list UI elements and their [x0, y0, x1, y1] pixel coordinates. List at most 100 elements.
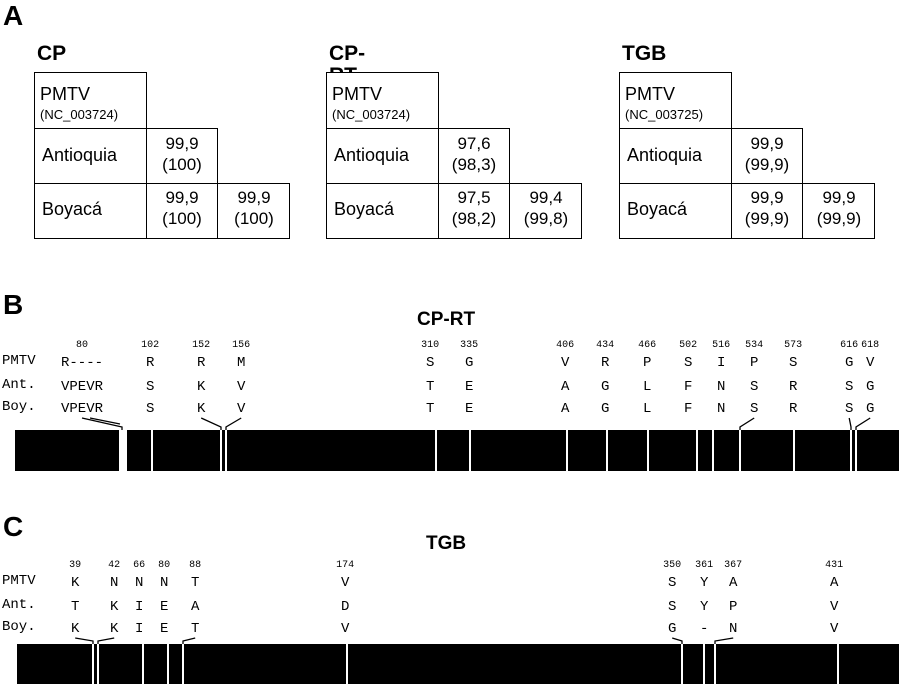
ref-accession: (NC_003724): [40, 107, 119, 122]
sequence-bar: [15, 430, 899, 471]
site-residue-ant: E: [160, 599, 169, 615]
site-residue-pmtv: M: [237, 355, 246, 371]
site-residue-ant: S: [750, 379, 759, 395]
row-label-pmtv: PMTV: [2, 353, 36, 369]
site-residue-ant: A: [191, 599, 200, 615]
site-residue-boy: N: [717, 401, 726, 417]
row-label: Boyacá: [627, 199, 688, 219]
identity-value: 99,4: [529, 188, 563, 207]
site-position: 406: [556, 340, 575, 351]
variant-mark: [167, 644, 169, 684]
site-connector: [714, 637, 734, 644]
site-residue-pmtv: S: [789, 355, 798, 371]
site-connector: [855, 417, 871, 430]
site-residue-pmtv: N: [110, 575, 119, 591]
site-residue-ant: K: [110, 599, 119, 615]
variant-mark: [647, 430, 649, 471]
variant-mark: [681, 644, 683, 684]
site-residue-ant: G: [601, 379, 610, 395]
variant-mark: [435, 430, 437, 471]
site-residue-pmtv: P: [643, 355, 652, 371]
site-residue-ant: Y: [700, 599, 709, 615]
antioquia-cell: [326, 128, 439, 184]
variant-mark: [696, 430, 698, 471]
row-label-boy: Boy.: [2, 399, 36, 415]
row-label-pmtv-tgb: PMTV: [2, 573, 36, 589]
site-position: 156: [232, 340, 251, 351]
variant-mark: [714, 644, 716, 684]
site-residue-pmtv: T: [191, 575, 200, 591]
antioquia-cell: [619, 128, 732, 184]
ref-cell: [34, 72, 147, 129]
identity-value: 99,9: [750, 134, 784, 153]
table-title: CP: [37, 42, 67, 65]
site-residue-ant: S: [146, 379, 155, 395]
site-residue-pmtv: R: [146, 355, 155, 371]
value-cell: [146, 128, 218, 184]
variant-mark: [606, 430, 608, 471]
identity-value-aa: (99,9): [744, 155, 790, 174]
table-title: TGB: [622, 42, 667, 65]
site-position: 39: [69, 560, 82, 571]
sequence-bar: [17, 644, 899, 684]
row-label: Antioquia: [334, 145, 410, 165]
identity-value: 99,9: [822, 188, 856, 207]
identity-value-aa: (100): [162, 209, 202, 228]
value-cell: [217, 183, 290, 239]
site-residue-boy: T: [191, 621, 200, 637]
variant-mark: [220, 430, 222, 471]
ref-name: PMTV: [40, 84, 91, 104]
site-residue-boy: S: [845, 401, 854, 417]
panel-label-a: A: [3, 0, 24, 31]
site-residue-pmtv: S: [426, 355, 435, 371]
site-residue-ant: F: [684, 379, 693, 395]
site-residue-boy: R: [789, 401, 798, 417]
site-residue-boy: I: [135, 621, 144, 637]
variant-mark: [855, 430, 857, 471]
variant-mark: [850, 430, 852, 471]
site-connector: [200, 417, 222, 430]
site-position: 534: [745, 340, 764, 351]
site-position: 573: [784, 340, 803, 351]
variant-mark: [346, 644, 348, 684]
site-position: 502: [679, 340, 698, 351]
site-residue-pmtv: I: [717, 355, 726, 371]
site-residue-boy: L: [643, 401, 652, 417]
site-residue-pmtv: R----: [61, 355, 104, 371]
variant-mark: [837, 644, 839, 684]
site-position: 350: [663, 560, 682, 571]
site-residue-pmtv: N: [135, 575, 144, 591]
site-position: 431: [825, 560, 844, 571]
site-residue-ant: E: [465, 379, 474, 395]
row-label-ant: Ant.: [2, 377, 36, 393]
site-connector: [848, 417, 852, 430]
site-residue-boy: F: [684, 401, 693, 417]
site-residue-ant: G: [866, 379, 875, 395]
variant-mark: [142, 644, 144, 684]
site-residue-ant: K: [197, 379, 206, 395]
row-label-boy-tgb: Boy.: [2, 619, 36, 635]
site-residue-boy: S: [146, 401, 155, 417]
site-residue-ant: D: [341, 599, 350, 615]
site-residue-boy: G: [668, 621, 677, 637]
variant-mark: [92, 644, 94, 684]
site-residue-pmtv: N: [160, 575, 169, 591]
site-residue-ant: P: [729, 599, 738, 615]
row-label: Boyacá: [334, 199, 395, 219]
site-residue-ant: V: [830, 599, 839, 615]
variant-mark: [97, 644, 99, 684]
ref-accession: (NC_003725): [625, 107, 704, 122]
site-residue-pmtv: K: [71, 575, 80, 591]
site-position: 88: [189, 560, 202, 571]
antioquia-cell: [34, 128, 147, 184]
site-residue-pmtv: Y: [700, 575, 709, 591]
variant-mark: [151, 430, 153, 471]
site-connector: [739, 417, 755, 430]
identity-value-aa: (98,3): [451, 155, 497, 174]
site-residue-boy: T: [426, 401, 435, 417]
site-connector: [75, 637, 94, 644]
value-cell: [438, 128, 510, 184]
ref-name: PMTV: [625, 84, 676, 104]
identity-value-aa: (99,8): [523, 209, 569, 228]
